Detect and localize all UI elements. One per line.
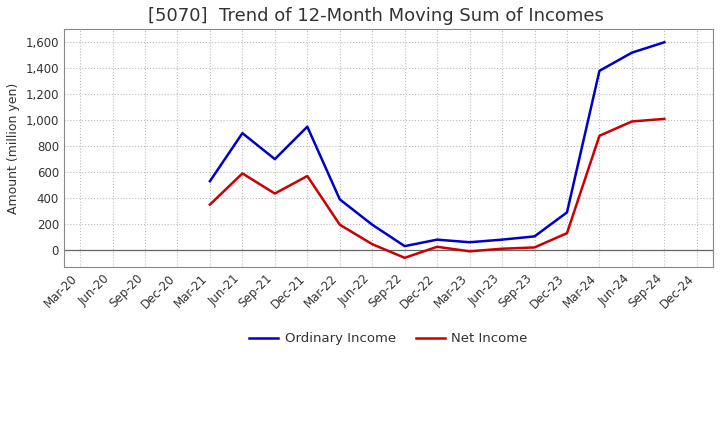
Ordinary Income bbox=[530, 234, 539, 239]
Ordinary Income bbox=[465, 240, 474, 245]
Net Income bbox=[530, 245, 539, 250]
Net Income bbox=[206, 202, 215, 207]
Ordinary Income bbox=[271, 157, 279, 162]
Net Income bbox=[628, 119, 636, 124]
Net Income bbox=[433, 244, 441, 249]
Ordinary Income bbox=[660, 40, 669, 45]
Ordinary Income bbox=[336, 197, 344, 202]
Net Income bbox=[303, 173, 312, 179]
Ordinary Income bbox=[498, 237, 506, 242]
Net Income bbox=[498, 246, 506, 251]
Net Income bbox=[336, 222, 344, 227]
Line: Ordinary Income: Ordinary Income bbox=[210, 42, 665, 246]
Ordinary Income bbox=[206, 179, 215, 184]
Net Income bbox=[238, 171, 247, 176]
Net Income bbox=[271, 191, 279, 196]
Text: [5070]  Trend of 12-Month Moving Sum of Incomes: [5070] Trend of 12-Month Moving Sum of I… bbox=[148, 7, 604, 25]
Ordinary Income bbox=[400, 243, 409, 249]
Net Income bbox=[562, 231, 571, 236]
Net Income bbox=[400, 255, 409, 260]
Net Income bbox=[368, 242, 377, 247]
Net Income bbox=[660, 116, 669, 121]
Ordinary Income bbox=[433, 237, 441, 242]
Y-axis label: Amount (million yen): Amount (million yen) bbox=[7, 82, 20, 214]
Ordinary Income bbox=[628, 50, 636, 55]
Ordinary Income bbox=[595, 68, 604, 73]
Line: Net Income: Net Income bbox=[210, 119, 665, 258]
Ordinary Income bbox=[238, 131, 247, 136]
Legend: Ordinary Income, Net Income: Ordinary Income, Net Income bbox=[244, 327, 533, 351]
Ordinary Income bbox=[368, 222, 377, 227]
Ordinary Income bbox=[303, 124, 312, 129]
Net Income bbox=[595, 133, 604, 139]
Net Income bbox=[465, 249, 474, 254]
Ordinary Income bbox=[562, 210, 571, 215]
